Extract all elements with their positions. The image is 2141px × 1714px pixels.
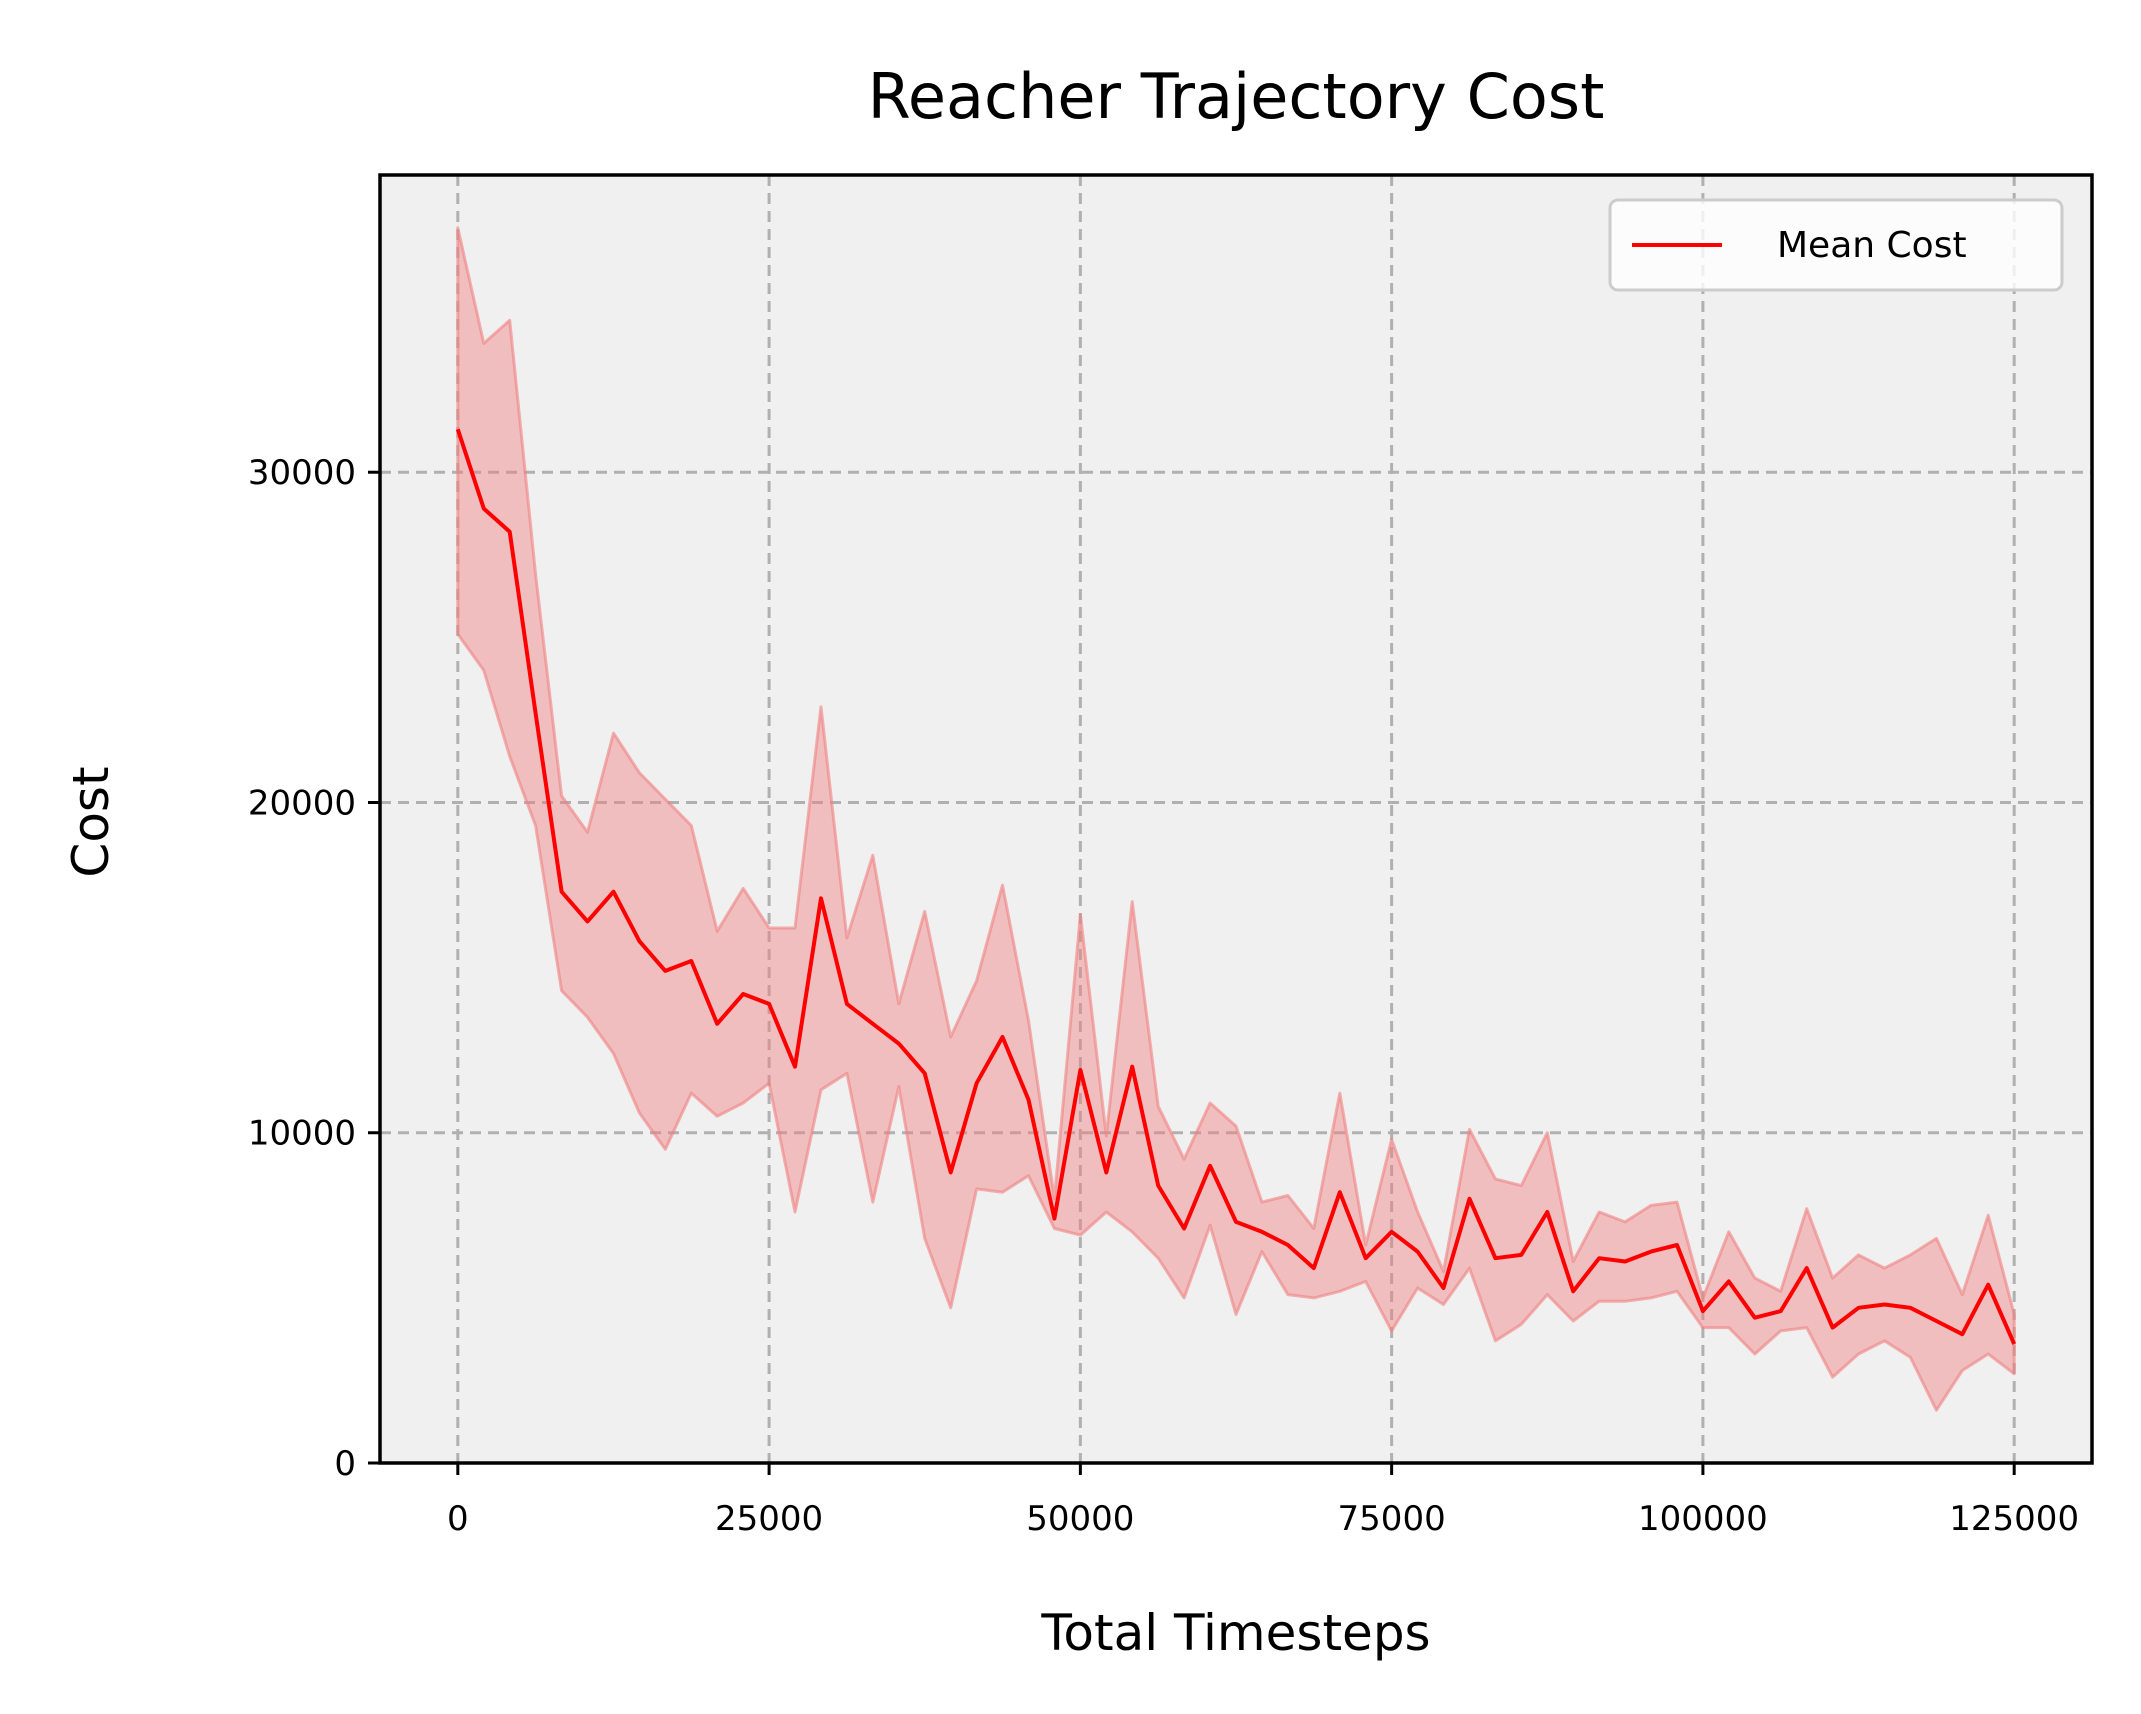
y-tick-label: 30000 (248, 453, 356, 493)
mean-cost-line (455, 428, 2017, 1345)
y-tick-label: 10000 (248, 1114, 356, 1154)
x-tick-label: 0 (447, 1499, 469, 1539)
x-axis: 0 25000 50000 75000 100000 125000 (447, 1463, 2079, 1539)
x-tick-label: 100000 (1638, 1499, 1768, 1539)
legend-box (1608, 198, 2064, 292)
x-tick-label: 75000 (1338, 1499, 1446, 1539)
y-axis: 0 10000 20000 30000 (248, 453, 380, 1484)
y-tick-label: 0 (334, 1444, 356, 1484)
x-tick-label: 125000 (1949, 1499, 2079, 1539)
x-tick-label: 50000 (1026, 1499, 1134, 1539)
x-axis-label: Total Timesteps (1040, 1604, 1430, 1662)
cost-range-band (456, 226, 2016, 1412)
chart-title: Reacher Trajectory Cost (868, 60, 1605, 133)
plot-area (380, 175, 2092, 1463)
x-tick-label: 25000 (715, 1499, 823, 1539)
grid (380, 175, 2092, 1463)
legend-label-mean-cost: Mean Cost (1777, 225, 1967, 266)
plot-frame (378, 173, 2094, 1465)
legend: Mean Cost (1608, 198, 2064, 292)
y-tick-label: 20000 (248, 783, 356, 823)
y-axis-label: Cost (62, 766, 120, 877)
